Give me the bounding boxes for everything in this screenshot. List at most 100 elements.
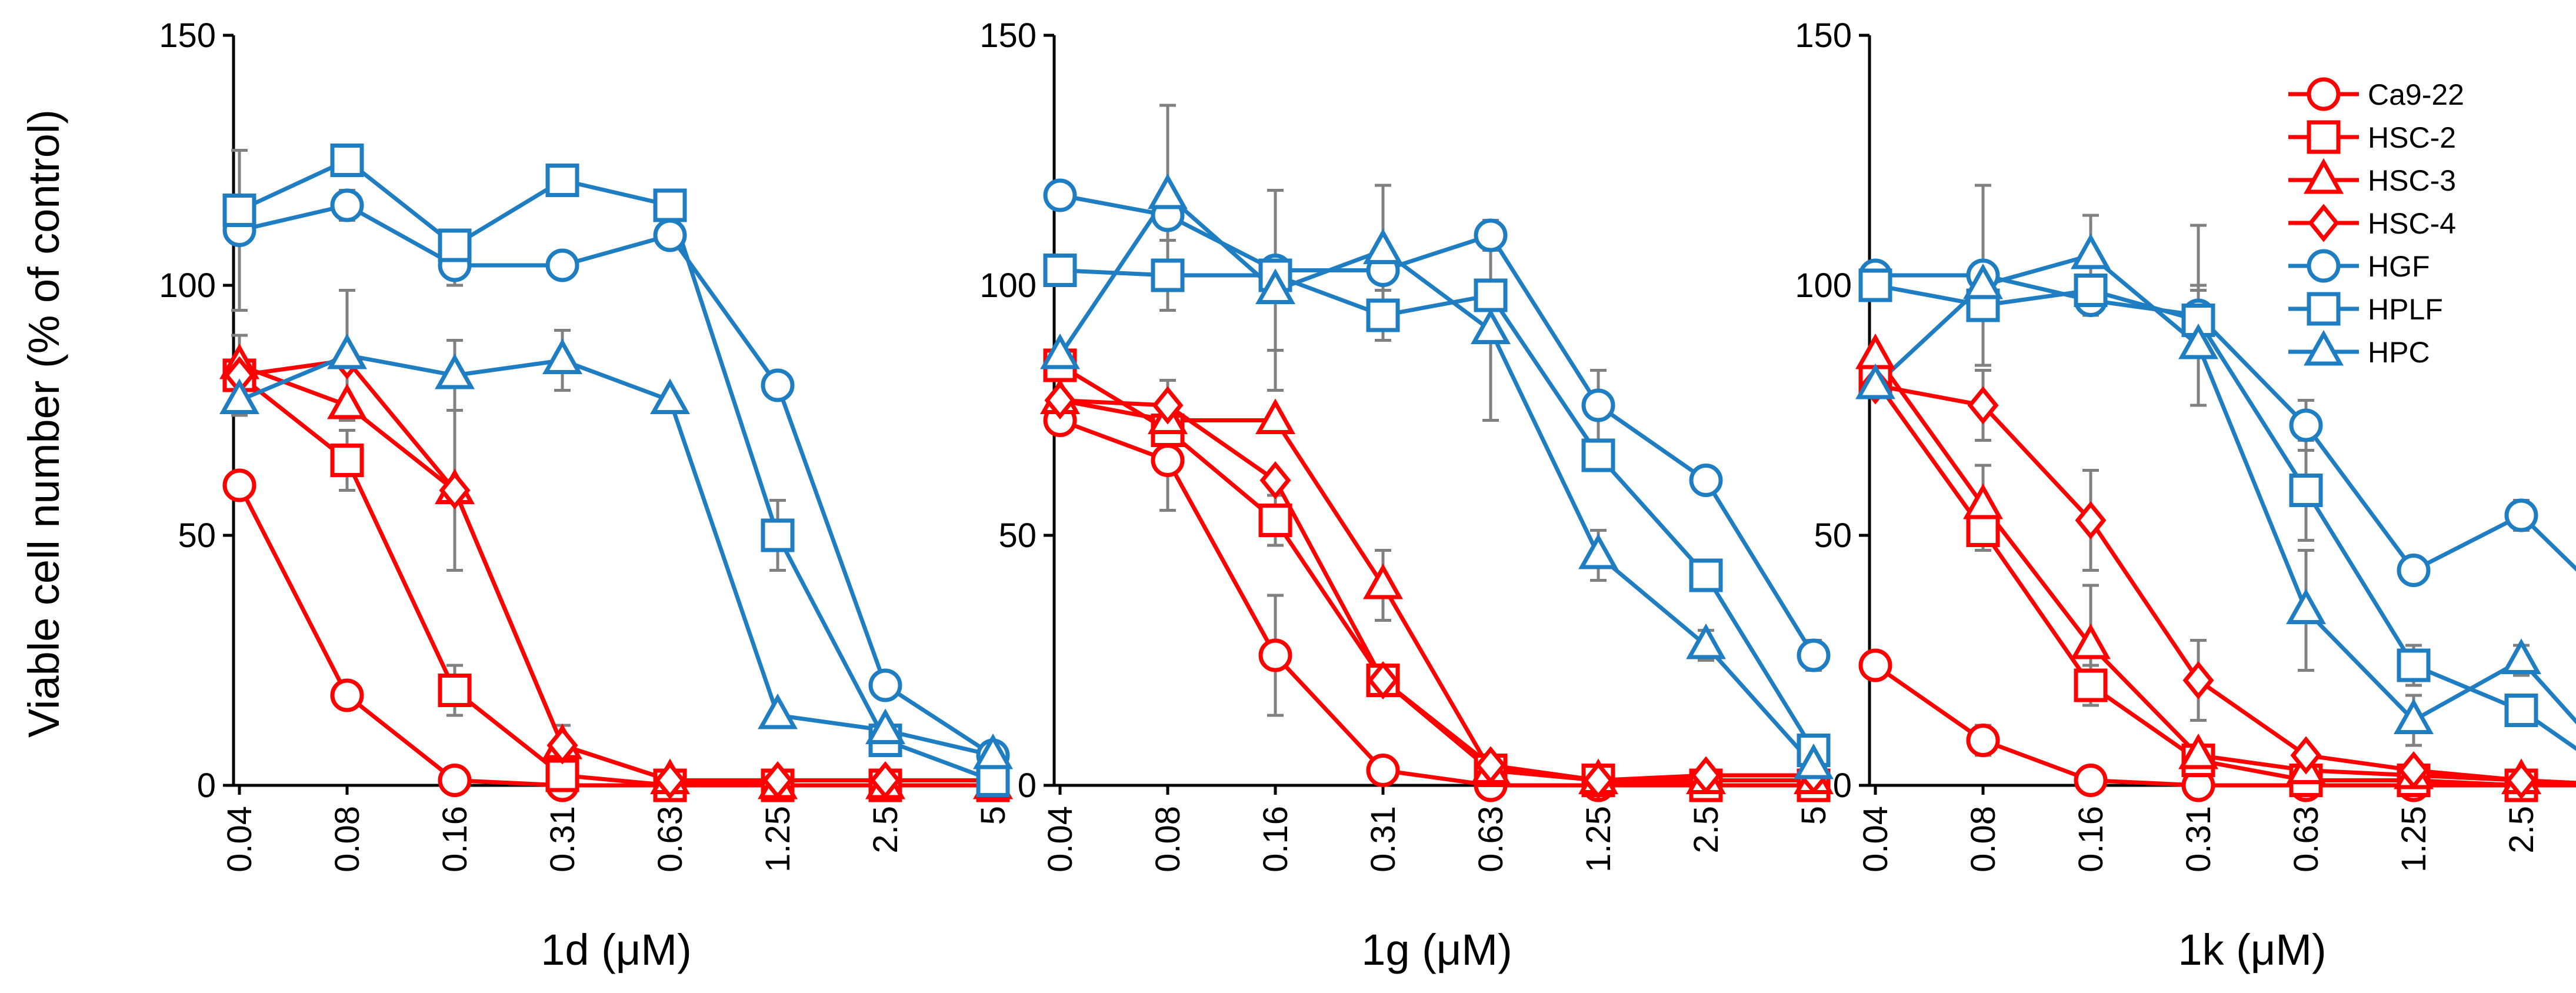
error-bars-hpc bbox=[1159, 104, 1714, 662]
data-point-hpc bbox=[2178, 323, 2218, 359]
x-tick-label: 1.25 bbox=[759, 806, 797, 872]
series-markers-hplf bbox=[1858, 268, 2538, 727]
y-tick-label: 50 bbox=[998, 517, 1037, 555]
data-point-hsc-4 bbox=[1044, 381, 1076, 420]
data-point-hplf bbox=[976, 764, 1010, 797]
y-axis-title: Viable cell number (% of control) bbox=[19, 109, 68, 738]
data-point-hsc-4 bbox=[654, 761, 686, 800]
data-point-hplf bbox=[1581, 438, 1615, 472]
y-tick-label: 0 bbox=[1018, 767, 1037, 805]
data-point-hsc-4 bbox=[762, 761, 794, 800]
data-point-hpc bbox=[435, 353, 475, 389]
data-point-hplf bbox=[1151, 258, 1185, 292]
data-point-hgf bbox=[1797, 638, 1831, 672]
series-markers-hpc bbox=[219, 333, 1013, 769]
data-point-hpc bbox=[1578, 533, 1618, 569]
data-point-hsc-4 bbox=[546, 726, 578, 765]
x-tick-label: 0.04 bbox=[221, 806, 259, 872]
data-point-hgf bbox=[330, 188, 364, 222]
x-tick-label: 0.63 bbox=[1472, 806, 1510, 872]
data-point-hplf bbox=[2397, 648, 2431, 682]
data-point-hgf bbox=[2397, 554, 2431, 587]
x-tick-label: 0.04 bbox=[1857, 806, 1895, 872]
series-line-hgf bbox=[1059, 193, 1815, 657]
error-bars-hsc-2 bbox=[231, 334, 571, 782]
data-point-hsc-4 bbox=[2505, 761, 2537, 800]
data-point-hsc-2 bbox=[1966, 514, 2000, 547]
x-tick-label: 1.25 bbox=[2395, 806, 2433, 872]
y-tick-label: 50 bbox=[1814, 517, 1852, 555]
data-point-hpc bbox=[650, 378, 690, 414]
data-point-ca9-22 bbox=[1366, 754, 1400, 787]
data-point-hplf bbox=[222, 194, 256, 227]
data-point-hgf bbox=[1474, 218, 1508, 252]
data-point-hsc-2 bbox=[330, 444, 364, 477]
data-point-hsc-4 bbox=[2075, 501, 2107, 540]
data-point-hpc bbox=[327, 333, 367, 369]
legend-label: HPLF bbox=[2368, 293, 2443, 326]
x-tick-label: 0.63 bbox=[651, 806, 689, 872]
series-line-hpc bbox=[1874, 253, 2576, 725]
data-point-hgf bbox=[1689, 464, 1723, 497]
data-point-hpc bbox=[2394, 698, 2434, 734]
data-point-hpc bbox=[973, 733, 1013, 769]
data-point-hsc-4 bbox=[1690, 756, 1722, 795]
data-point-hplf bbox=[653, 188, 687, 222]
series-line-hgf bbox=[1875, 273, 2576, 572]
x-tick-label: 1.25 bbox=[1579, 806, 1618, 872]
data-point-hsc-4 bbox=[1367, 661, 1399, 700]
data-point-hpc bbox=[1794, 743, 1834, 779]
legend-label: HSC-3 bbox=[2368, 164, 2456, 197]
panel-1g-m: 0 50 100 150 0.04 0.08 0.16 0.31 0.63 1.25 2.5 5 1g … bbox=[979, 16, 1834, 974]
data-point-hplf bbox=[2504, 694, 2538, 727]
legend-item-hgf: HGF bbox=[2288, 249, 2430, 283]
data-point-hplf bbox=[2074, 274, 2108, 307]
data-point-hplf bbox=[330, 144, 364, 177]
data-point-hplf bbox=[438, 228, 472, 262]
series-line-hplf bbox=[1059, 268, 1815, 752]
y-tick-label: 150 bbox=[159, 16, 216, 55]
x-axis-title: 1k (μM) bbox=[2178, 925, 2326, 974]
x-tick-label: 0.63 bbox=[2287, 806, 2325, 872]
legend-label: Ca9-22 bbox=[2368, 78, 2464, 111]
data-point-hgf bbox=[653, 218, 687, 252]
x-axis-title: 1g (μM) bbox=[1361, 925, 1512, 974]
data-point-hsc-4 bbox=[1259, 461, 1291, 500]
data-point-hpc bbox=[758, 693, 798, 729]
data-point-hsc-2 bbox=[2074, 668, 2108, 702]
data-point-hpc bbox=[1963, 263, 2003, 299]
series-line-hgf bbox=[239, 203, 994, 757]
series-line-hsc-4 bbox=[1875, 383, 2576, 785]
data-point-hplf bbox=[2289, 474, 2323, 507]
data-point-hsc-3 bbox=[1963, 483, 2003, 519]
legend-marker bbox=[2307, 77, 2341, 111]
data-point-hsc-3 bbox=[327, 383, 367, 419]
x-tick-label: 0.08 bbox=[1149, 806, 1187, 872]
legend-label: HSC-4 bbox=[2368, 207, 2456, 240]
x-tick-label: 0.31 bbox=[2180, 806, 2218, 872]
legend-item-hsc-4: HSC-4 bbox=[2288, 204, 2456, 242]
data-point-hsc-4 bbox=[2290, 736, 2322, 775]
series-line-hsc-4 bbox=[1059, 398, 1814, 782]
x-tick-label: 2.5 bbox=[867, 806, 905, 854]
panel-1d-m: 0 50 100 150 0.04 0.08 0.16 0.31 0.63 1.25 2.5 5 1d … bbox=[159, 16, 1013, 974]
data-point-hpc bbox=[1148, 173, 1188, 209]
data-point-hsc-4 bbox=[869, 761, 901, 800]
x-tick-label: 0.08 bbox=[328, 806, 366, 872]
data-point-hsc-4 bbox=[1475, 746, 1507, 785]
error-bars-hsc-3 bbox=[446, 409, 571, 767]
y-tick-label: 150 bbox=[979, 16, 1037, 55]
data-point-ca9-22 bbox=[438, 764, 472, 797]
data-point-ca9-22 bbox=[1858, 648, 1892, 682]
data-point-hplf bbox=[1689, 558, 1723, 592]
legend-marker bbox=[2304, 329, 2344, 366]
data-point-hsc-4 bbox=[2182, 661, 2214, 700]
data-point-hsc-4 bbox=[1967, 386, 1999, 425]
data-point-hsc-3 bbox=[1255, 398, 1295, 434]
legend: Ca9-22 HSC-2 HSC-3 HSC-4 HGF HPLF HPC bbox=[2288, 77, 2464, 369]
data-point-hgf bbox=[761, 368, 795, 402]
x-axis-title: 1d (μM) bbox=[541, 925, 691, 974]
x-tick-label: 0.16 bbox=[2072, 806, 2110, 872]
